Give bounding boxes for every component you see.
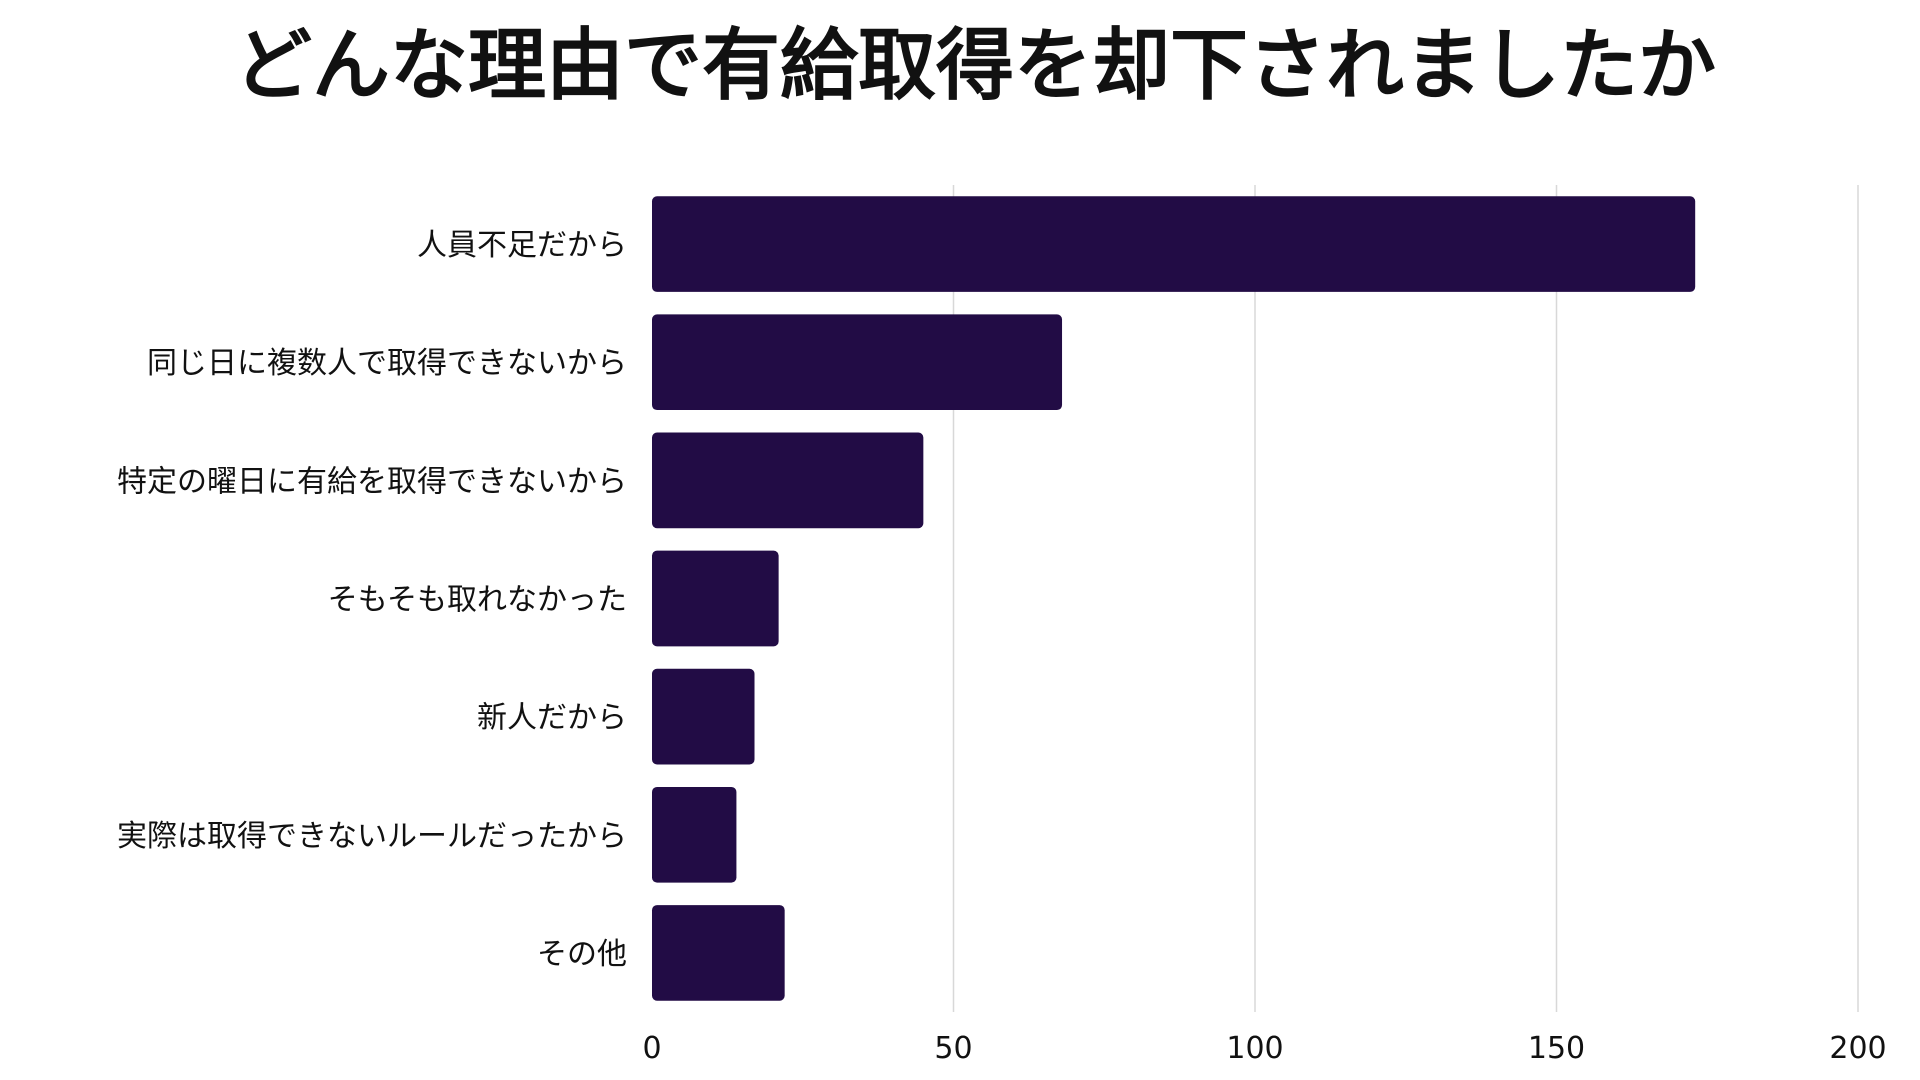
x-tick-label: 200 (1829, 1031, 1886, 1066)
bars (652, 196, 1696, 1001)
category-label: 同じ日に複数人で取得できないから (147, 346, 627, 381)
category-label: そもそも取れなかった (328, 583, 627, 618)
category-labels: 人員不足だから同じ日に複数人で取得できないから特定の曜日に有給を取得できないから… (117, 228, 627, 972)
bar (652, 314, 1063, 411)
bar (652, 196, 1696, 292)
x-tick-label: 0 (642, 1031, 661, 1066)
category-label: 人員不足だから (417, 228, 627, 263)
category-label: 新人だから (477, 701, 627, 736)
x-tick-label: 150 (1528, 1031, 1585, 1066)
grid-lines (952, 185, 1859, 1012)
x-axis-tick-labels: 0 50 100 150 200 (642, 1031, 1886, 1066)
bar (652, 786, 737, 883)
bar (652, 432, 924, 529)
chart-title: どんな理由で有給取得を却下されましたか (234, 21, 1716, 111)
x-tick-label: 50 (934, 1031, 972, 1066)
category-label: 実際は取得できないルールだったから (117, 819, 627, 854)
x-tick-label: 100 (1226, 1031, 1283, 1066)
category-label: その他 (537, 937, 627, 972)
bar (652, 550, 779, 647)
category-label: 特定の曜日に有給を取得できないから (117, 464, 627, 499)
bar (652, 905, 785, 1001)
bar (652, 668, 755, 765)
